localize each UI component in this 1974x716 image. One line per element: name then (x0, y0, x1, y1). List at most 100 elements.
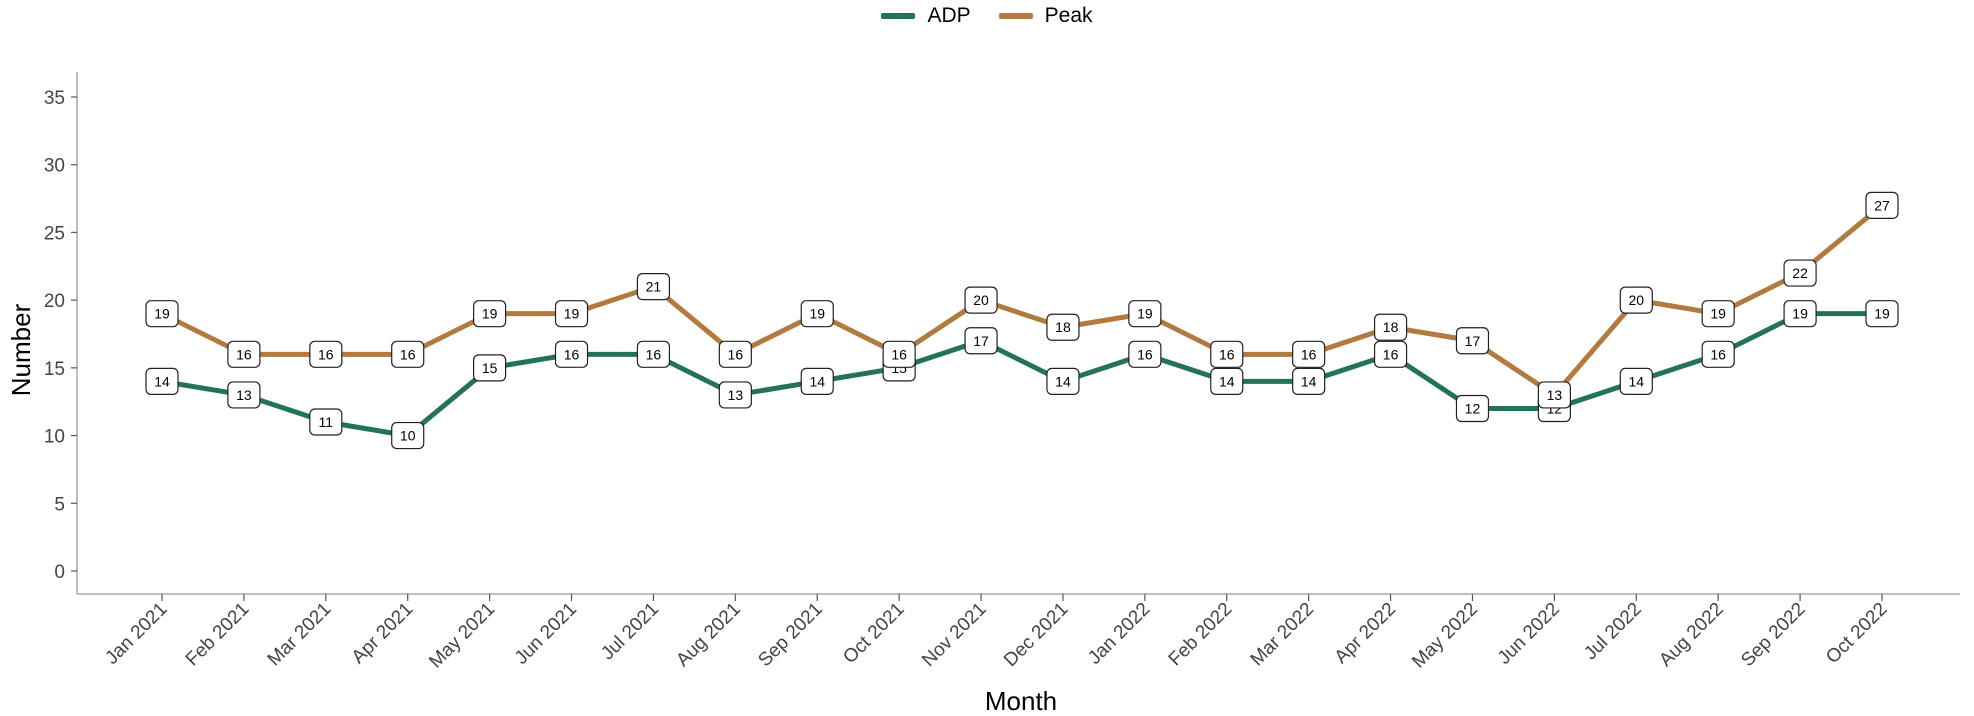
series-line-peak (159, 202, 1885, 398)
data-label-box (1046, 313, 1080, 341)
data-label-box (1210, 367, 1244, 395)
data-label-peak: 22 (1783, 259, 1817, 287)
x-tick-label: Jul 2022 (1580, 599, 1646, 665)
data-label-adp: 14 (1210, 367, 1244, 395)
data-label-text: 21 (646, 279, 662, 295)
data-label-text: 16 (318, 346, 334, 362)
data-label-text: 16 (1219, 346, 1235, 362)
data-label-adp: 13 (718, 381, 752, 409)
data-label-box (636, 340, 671, 368)
x-tick-label: Jun 2021 (511, 599, 581, 669)
data-label-box (1373, 340, 1408, 368)
x-tick-label: Aug 2022 (1655, 599, 1727, 671)
data-label-text: 12 (1465, 400, 1481, 416)
data-label-text: 15 (482, 360, 498, 376)
data-label-text: 27 (1874, 197, 1890, 213)
data-label-box (636, 273, 671, 301)
data-label-box (554, 340, 589, 368)
data-label-box (1865, 191, 1899, 219)
data-label-box (1783, 300, 1817, 328)
data-label-text: 20 (973, 292, 989, 308)
data-label-box (882, 340, 916, 368)
data-label-box (1455, 327, 1490, 355)
data-label-text: 20 (1628, 292, 1644, 308)
data-label-adp: 14 (1046, 367, 1080, 395)
data-label-adp: 15 (473, 354, 507, 382)
series-line-adp (159, 311, 1885, 439)
data-label-box (1128, 300, 1162, 328)
data-label-text: 14 (1628, 373, 1644, 389)
data-label-text: 13 (728, 387, 744, 403)
x-tick-label: Jun 2022 (1494, 599, 1564, 669)
data-label-text: 14 (1055, 373, 1071, 389)
data-label-peak: 16 (391, 340, 425, 368)
data-label-peak: 20 (1619, 286, 1653, 314)
data-label-text: 18 (1383, 319, 1399, 335)
data-label-adp: 11 (309, 408, 343, 436)
data-label-text: 22 (1792, 265, 1808, 281)
data-label-adp: 19 (1783, 300, 1817, 328)
y-tick-label: 5 (54, 494, 65, 515)
data-label-box (227, 381, 261, 409)
data-label-text: 16 (646, 346, 662, 362)
y-tick-label: 15 (44, 359, 65, 380)
data-label-text: 16 (1137, 346, 1153, 362)
data-label-text: 19 (564, 306, 580, 322)
data-label-box (473, 354, 507, 382)
x-tick-label: May 2021 (425, 599, 499, 673)
data-label-peak: 19 (145, 300, 179, 328)
y-tick-label: 35 (44, 88, 65, 109)
legend-label-peak: Peak (1044, 4, 1093, 27)
x-tick-label: Sep 2022 (1737, 599, 1809, 671)
data-label-box (1046, 367, 1080, 395)
data-label-adp: 16 (636, 340, 671, 368)
y-axis-title: Number (6, 303, 36, 396)
x-tick-label: Oct 2022 (1822, 599, 1891, 668)
data-label-text: 16 (1710, 346, 1726, 362)
data-label-adp: 17 (964, 327, 998, 355)
x-tick-label: Sep 2021 (754, 599, 826, 671)
x-tick-label: Jul 2021 (597, 599, 663, 665)
legend-item-adp: ADP (881, 4, 971, 28)
data-label-peak: 19 (473, 300, 507, 328)
data-label-box (1537, 381, 1571, 409)
data-label-adp: 13 (227, 381, 261, 409)
data-labels: 1413111015161613141517141614141612121416… (145, 191, 1899, 450)
data-label-peak: 16 (718, 340, 752, 368)
data-label-adp: 10 (391, 421, 425, 450)
data-label-text: 19 (154, 306, 170, 322)
data-label-adp: 12 (1455, 394, 1490, 423)
data-label-text: 19 (809, 306, 825, 322)
y-tick-label: 20 (44, 291, 65, 312)
data-label-text: 17 (1465, 333, 1481, 349)
data-label-text: 18 (1055, 319, 1071, 335)
data-label-adp: 14 (1292, 367, 1326, 395)
data-label-box (1210, 340, 1244, 368)
data-label-box (964, 327, 998, 355)
x-tick-label: Apr 2021 (348, 599, 417, 668)
x-tick-label: Oct 2021 (839, 599, 908, 668)
x-tick-label: Feb 2022 (1165, 599, 1237, 671)
data-label-box (800, 300, 834, 328)
x-axis-ticks: Jan 2021 Feb 2021 Mar 2021 Apr 2021 May 2021… (101, 594, 1892, 673)
data-label-peak: 20 (964, 286, 998, 314)
data-label-adp: 14 (145, 367, 179, 395)
data-label-box (391, 421, 425, 450)
data-label-box (145, 300, 179, 328)
data-label-peak: 18 (1373, 313, 1408, 341)
data-label-adp: 16 (1701, 340, 1735, 368)
data-label-box (554, 300, 589, 328)
data-label-box (1619, 286, 1653, 314)
data-label-text: 19 (1710, 306, 1726, 322)
data-label-text: 19 (1137, 306, 1153, 322)
data-label-peak: 13 (1537, 381, 1571, 409)
y-tick-label: 25 (44, 223, 65, 244)
data-label-peak: 19 (1701, 300, 1735, 328)
legend-swatch-peak (998, 13, 1033, 19)
legend-swatch-adp (881, 13, 916, 19)
data-label-box (1701, 300, 1735, 328)
data-label-adp: 14 (1619, 367, 1653, 395)
data-label-text: 14 (1301, 373, 1317, 389)
data-label-text: 16 (564, 346, 580, 362)
data-label-box (473, 300, 507, 328)
